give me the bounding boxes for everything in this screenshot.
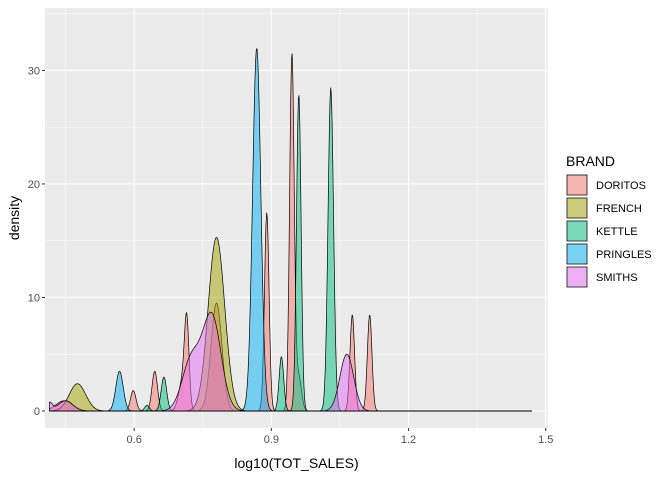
legend-swatch-kettle — [566, 220, 588, 242]
x-tick-label: 1.5 — [538, 434, 553, 446]
y-tick-label: 20 — [28, 179, 40, 191]
series-layer — [49, 47, 532, 412]
x-axis-title: log10(TOT_SALES) — [234, 455, 358, 471]
x-tick-label: 0.9 — [264, 434, 279, 446]
y-axis-title: density — [6, 196, 22, 240]
legend-swatch-pringles — [566, 243, 588, 265]
legend-label-french: FRENCH — [596, 203, 642, 215]
y-tick-label: 10 — [28, 292, 40, 304]
legend-swatch-doritos — [566, 174, 588, 196]
density-area-smiths — [49, 311, 532, 412]
legend-label-smiths: SMITHS — [596, 272, 638, 284]
legend-label-pringles: PRINGLES — [596, 249, 652, 261]
y-tick-label: 0 — [34, 406, 40, 418]
y-tick-label: 30 — [28, 65, 40, 77]
legend-label-doritos: DORITOS — [596, 180, 646, 192]
legend: BRAND DORITOS FRENCH KETTLE PRINGLES SMITHS — [566, 153, 652, 288]
x-tick-label: 1.2 — [401, 434, 416, 446]
axis-layer: 0.6 0.9 1.2 1.5 0 10 20 30 — [28, 65, 554, 446]
legend-title: BRAND — [566, 153, 615, 169]
legend-label-kettle: KETTLE — [596, 226, 638, 238]
legend-swatch-french — [566, 197, 588, 219]
legend-items: DORITOS FRENCH KETTLE PRINGLES SMITHS — [566, 174, 652, 288]
x-tick-label: 0.6 — [127, 434, 142, 446]
legend-swatch-smiths — [566, 266, 588, 288]
